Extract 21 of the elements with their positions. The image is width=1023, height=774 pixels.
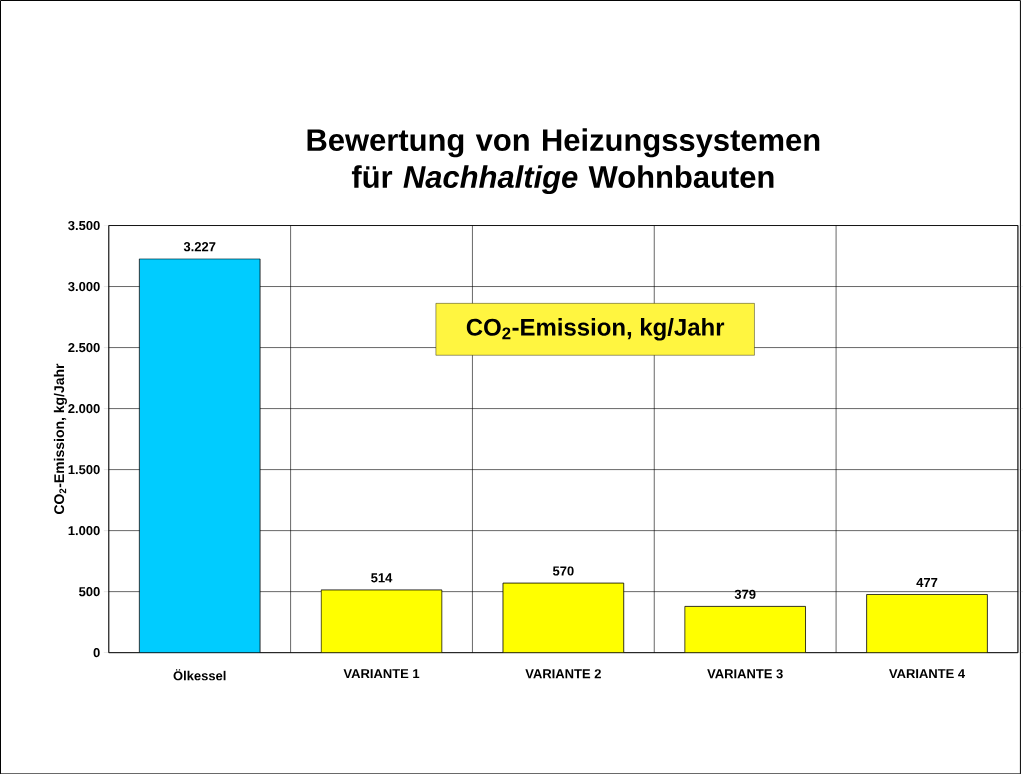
data-label: 477 (916, 577, 938, 587)
x-tick-label: Ölkessel (173, 668, 226, 681)
x-tick-label: VARIANTE 4 (889, 668, 966, 678)
x-tick-label: VARIANTE 2 (525, 668, 601, 679)
y-tick-label: 3.000 (68, 281, 100, 291)
x-tick-label: VARIANTE 1 (343, 668, 420, 678)
data-label: 514 (371, 573, 393, 583)
chart-title: Bewertung von Heizungssystemen für Nachhaltige Wohnbauten (307, 128, 820, 194)
y-tick-label: 1.500 (68, 464, 100, 474)
x-tick-label: VARIANTE 3 (707, 668, 783, 679)
data-label: 3.227 (183, 241, 216, 252)
y-tick-label: 1.000 (68, 525, 100, 536)
y-axis-title: CO$_{2}$-Emission, kg/Jahr (53, 363, 67, 514)
y-tick-label: 0 (93, 647, 100, 658)
y-tick-label: 500 (79, 586, 100, 597)
y-tick-label: 3.500 (68, 220, 100, 230)
data-label: 379 (734, 589, 756, 599)
data-label: 570 (552, 566, 574, 576)
annotation: CO$_{2}$-Emission, kg/Jahr (466, 317, 725, 341)
y-tick-label: 2.500 (68, 342, 100, 352)
y-tick-label: 2.000 (68, 403, 100, 413)
